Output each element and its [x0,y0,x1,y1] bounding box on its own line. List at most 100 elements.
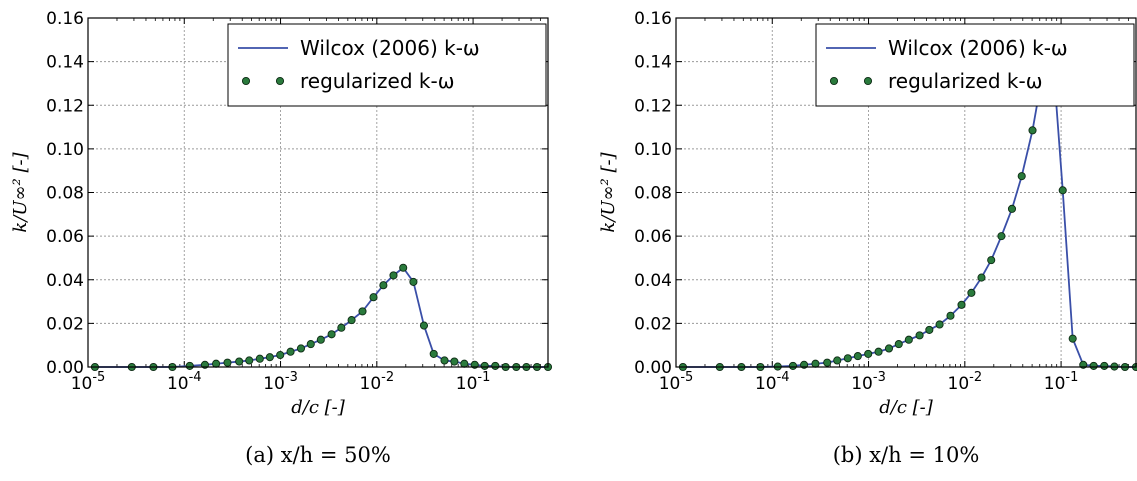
data-point-regularized [788,361,798,370]
x-tick-label: 10-4 [167,370,202,394]
legend-label-wilcox: Wilcox (2006) k-ω [300,36,480,60]
data-point-regularized [935,320,944,329]
data-point-regularized [337,323,346,332]
y-tick-label: 0.06 [634,227,672,247]
data-point-regularized [327,330,336,339]
data-point-regularized [429,349,438,358]
data-point-regularized [265,353,274,362]
data-point-regularized [997,232,1006,241]
y-tick-label: 0.14 [634,53,672,73]
data-point-regularized [823,358,832,367]
data-point-regularized [399,263,408,272]
data-point-regularized [833,356,842,365]
data-point-regularized [884,344,894,353]
data-point-regularized [967,288,976,297]
legend-label-wilcox: Wilcox (2006) k-ω [888,36,1068,60]
data-point-regularized [1068,334,1077,343]
data-point-regularized [358,307,367,316]
y-tick-label: 0.08 [634,184,672,204]
data-point-regularized [276,350,285,360]
data-point-regularized [235,357,244,366]
legend-swatch-marker [863,76,873,86]
x-tick-label: 10-1 [456,370,491,394]
y-tick-label: 0.16 [634,9,672,29]
y-tick-label: 0.06 [46,227,84,247]
axes-frame [87,17,549,368]
data-point-regularized [296,344,306,353]
data-point-regularized [480,361,489,370]
panel-caption: (a) x/h = 50% [245,443,391,467]
legend-box [227,23,547,107]
y-tick-label: 0.16 [46,9,84,29]
y-tick-label: 0.08 [46,184,84,204]
data-point-regularized [1100,361,1109,370]
x-axis-label: d/c [-] [879,397,933,418]
data-point-regularized [853,352,862,361]
x-axis-label: d/c [-] [291,397,345,418]
y-tick-label: 0.12 [46,96,84,116]
data-point-regularized [409,277,418,286]
x-tick-label: 10-5 [71,370,106,394]
data-point-regularized [223,358,232,367]
x-tick-label: 10-1 [1044,370,1079,394]
data-point-regularized [306,340,315,349]
data-point-regularized [894,340,903,349]
data-point-regularized [977,273,986,282]
axes-frame [675,17,1137,368]
data-point-regularized [245,356,254,365]
legend-label-regularized: regularized k-ω [888,69,1042,93]
data-point-regularized [925,325,934,334]
legend-swatch-marker [829,76,839,86]
y-axis-label: k/U∞² [-] [10,151,31,232]
x-tick-label: 10-3 [263,370,298,394]
data-point-regularized [946,311,955,320]
y-tick-label: 0.10 [46,140,84,160]
data-point-regularized [379,281,388,290]
data-point-regularized [460,359,469,368]
legend-label-regularized: regularized k-ω [300,69,454,93]
data-point-regularized [1007,204,1017,213]
legend-swatch-marker [241,76,251,86]
data-point-regularized [347,316,356,325]
y-tick-label: 0.00 [634,358,672,378]
data-point-regularized [440,356,449,365]
y-tick-label: 0.04 [634,271,672,291]
data-point-regularized [419,321,429,330]
data-point-regularized [843,354,852,363]
data-point-regularized [185,361,194,370]
data-point-regularized [212,359,221,368]
x-tick-label: 10-3 [851,370,886,394]
y-tick-label: 0.02 [634,314,672,334]
data-point-regularized [369,293,378,302]
data-point-regularized [255,354,264,363]
data-point-regularized [904,335,913,344]
data-point-regularized [389,271,398,280]
data-point-regularized [874,347,883,356]
x-tick-label: 10-2 [948,370,983,394]
y-tick-label: 0.02 [46,314,84,334]
y-axis-label: k/U∞² [-] [598,151,619,232]
data-point-regularized [864,349,873,358]
legend-box [815,23,1135,107]
x-tick-label: 10-4 [755,370,790,394]
y-tick-label: 0.04 [46,271,84,291]
y-tick-label: 0.00 [46,358,84,378]
data-point-regularized [286,347,295,356]
data-point-regularized [915,331,924,340]
data-point-regularized [491,361,500,370]
panel-a: 10-5 10-4 10-3 10-2 10-1 0.00 0.02 0.04 0.06 0.08… [10,9,553,467]
data-point-regularized [1017,172,1026,181]
x-tick-label: 10-5 [659,370,694,394]
data-point-regularized [450,357,459,366]
data-point-regularized [1028,126,1037,135]
y-tick-label: 0.10 [634,140,672,160]
y-tick-label: 0.14 [46,53,84,73]
data-point-regularized [987,256,996,265]
data-point-regularized [811,359,820,368]
legend-swatch-marker [275,76,285,86]
data-point-regularized [957,300,966,309]
data-point-regularized [1089,361,1098,370]
panel-b: 10-5 10-4 10-3 10-2 10-1 0.00 0.02 0.04 0.06 0.08… [598,9,1137,467]
x-tick-label: 10-2 [360,370,395,394]
